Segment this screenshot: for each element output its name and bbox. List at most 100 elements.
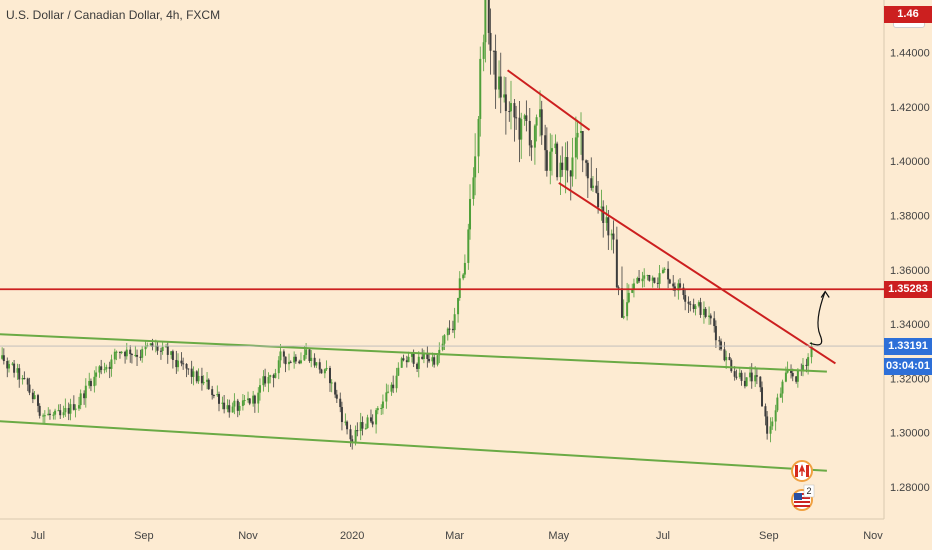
candle-body: [79, 393, 82, 406]
candle-body: [298, 361, 301, 364]
candle-body: [759, 376, 762, 388]
candle-body: [561, 162, 564, 170]
candle-body: [559, 162, 562, 178]
candle-body: [141, 349, 144, 358]
candle-body: [385, 392, 388, 402]
candle-body: [197, 375, 200, 382]
candle-body: [515, 117, 518, 119]
candle-body: [503, 94, 506, 98]
candle-body: [597, 192, 600, 208]
candle-body: [499, 76, 502, 98]
candle-body: [105, 366, 108, 370]
price-candles: [1, 0, 813, 450]
candle-body: [781, 381, 784, 394]
candle-body: [149, 343, 152, 346]
candle-body: [371, 421, 374, 425]
candle-body: [144, 346, 147, 350]
candle-body: [69, 404, 72, 414]
x-axis: Jul Sep Nov 2020 Mar May Jul Sep Nov: [31, 530, 883, 542]
candle-body: [200, 375, 203, 384]
red-trendline: [506, 69, 591, 131]
candle-body: [108, 366, 111, 369]
candle-body: [631, 289, 634, 293]
candle-body: [212, 395, 215, 397]
chart-annotations: [0, 69, 884, 472]
candle-body: [308, 349, 311, 362]
event-count-badge: 2: [803, 484, 815, 498]
candle-body: [233, 400, 236, 407]
candle-body: [231, 406, 234, 413]
candle-body: [366, 417, 369, 429]
candle-body: [11, 363, 14, 365]
candle-body: [795, 376, 798, 382]
candle-body: [528, 120, 531, 146]
candle-body: [692, 304, 695, 310]
candle-body: [139, 356, 142, 358]
candle-body: [477, 118, 480, 157]
candle-body: [564, 157, 567, 170]
candle-body: [369, 417, 372, 422]
candle-body: [417, 356, 420, 369]
candle-body: [400, 358, 403, 368]
x-tick-label: Mar: [445, 530, 464, 542]
candle-body: [156, 345, 159, 351]
candle-body: [159, 350, 162, 352]
candle-body: [161, 346, 164, 351]
candle-body: [151, 343, 154, 347]
candle-body: [520, 119, 523, 140]
candle-body: [771, 421, 774, 427]
candle-body: [422, 354, 425, 359]
candle-body: [586, 162, 589, 179]
candle-body: [274, 373, 277, 378]
candle-body: [381, 401, 384, 408]
candle-body: [390, 384, 393, 392]
candle-body: [590, 178, 593, 188]
candle-body: [84, 385, 87, 399]
candle-body: [397, 367, 400, 376]
y-axis: 1.28000 1.30000 1.32000 1.34000 1.36000 1.380…: [890, 48, 930, 494]
candle-body: [349, 429, 352, 440]
candle-body: [247, 398, 250, 401]
candle-body: [585, 160, 588, 163]
candle-body: [57, 410, 60, 412]
candle-body: [182, 363, 185, 365]
canada-flag-icon[interactable]: [791, 460, 813, 482]
candle-body: [165, 346, 168, 348]
candle-body: [95, 372, 98, 377]
candle-body: [410, 352, 413, 357]
candle-body: [43, 415, 46, 417]
candle-body: [554, 143, 557, 149]
candle-body: [115, 351, 118, 353]
candle-body: [13, 363, 16, 373]
candle-body: [508, 111, 511, 113]
candle-body: [658, 273, 661, 284]
candle-body: [764, 406, 767, 417]
candle-body: [243, 400, 246, 402]
event-badges[interactable]: 2: [789, 459, 819, 519]
candle-body: [626, 302, 629, 317]
candle-body: [433, 357, 436, 365]
candle-body: [359, 422, 362, 431]
red-trendline: [558, 182, 836, 365]
candle-body: [620, 288, 623, 318]
candle-body: [98, 366, 101, 373]
candle-body: [784, 372, 787, 382]
candle-body: [218, 394, 221, 404]
candle-body: [238, 405, 241, 411]
candle-body: [277, 360, 280, 374]
candle-body: [88, 380, 91, 386]
candle-body: [740, 372, 743, 381]
candle-body: [6, 361, 9, 369]
candle-body: [525, 115, 528, 121]
candle-body: [136, 354, 139, 357]
candle-body: [282, 351, 285, 357]
candle-body: [264, 376, 267, 384]
candle-body: [595, 185, 598, 193]
candle-body: [62, 412, 65, 416]
candle-body: [258, 385, 261, 393]
candle-body: [272, 375, 275, 378]
candle-body: [776, 397, 779, 411]
candle-body: [810, 346, 813, 358]
candle-body: [617, 287, 620, 289]
